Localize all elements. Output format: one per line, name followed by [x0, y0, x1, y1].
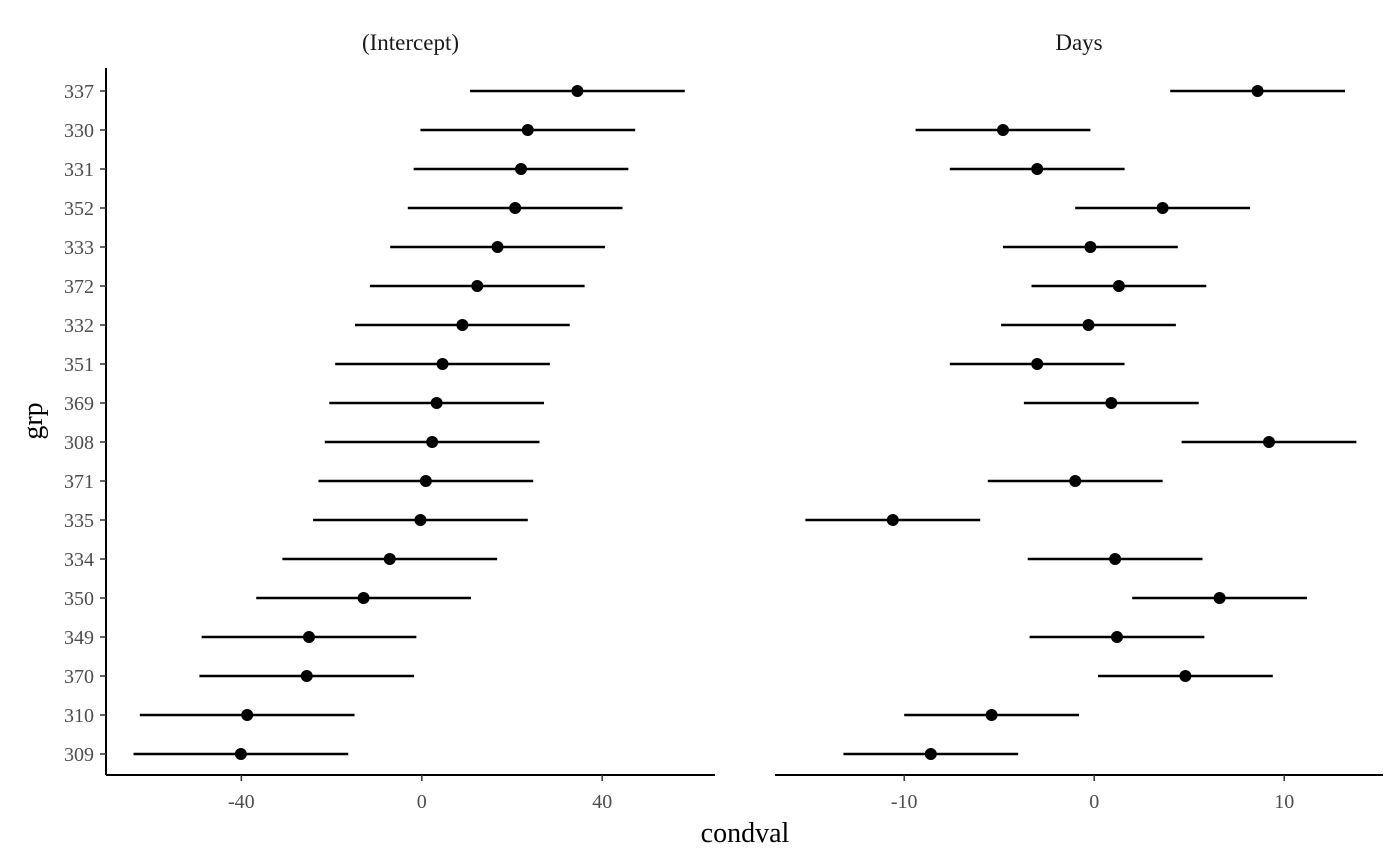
point-310	[241, 709, 254, 721]
point-350	[357, 592, 370, 604]
point-309	[924, 748, 937, 760]
x-tick-label: 0	[417, 791, 427, 813]
y-tick-label: 333	[64, 237, 94, 259]
y-tick-label: 351	[64, 354, 94, 376]
y-tick-label: 331	[64, 159, 94, 181]
y-tick-label: 309	[64, 744, 94, 766]
point-333	[491, 241, 504, 253]
x-axis-title: condval	[701, 818, 790, 849]
point-333	[1084, 241, 1097, 253]
point-332	[1082, 319, 1095, 331]
y-tick-label: 332	[64, 315, 94, 337]
y-tick-label: 369	[64, 393, 94, 415]
facet-title-days: Days	[1055, 30, 1102, 55]
point-351	[436, 358, 449, 370]
point-308	[1263, 436, 1275, 448]
y-tick-label: 349	[64, 627, 94, 649]
point-372	[1112, 280, 1125, 292]
x-tick-label: -40	[228, 791, 255, 813]
point-331	[1031, 163, 1044, 175]
y-tick-label: 308	[64, 432, 94, 454]
point-370	[1179, 670, 1192, 682]
y-tick-label: 335	[64, 510, 94, 532]
point-334	[383, 553, 396, 565]
y-tick-label: 334	[64, 549, 94, 571]
point-335	[886, 514, 899, 526]
x-tick-label: 10	[1274, 791, 1294, 813]
point-309	[234, 748, 247, 760]
point-334	[1109, 553, 1122, 565]
point-337	[1251, 85, 1264, 97]
y-tick-label: 371	[64, 471, 94, 493]
point-352	[1156, 202, 1169, 214]
y-tick-label: 350	[64, 588, 94, 610]
point-370	[300, 670, 313, 682]
point-351	[1031, 358, 1044, 370]
point-337	[571, 85, 584, 97]
point-369	[430, 397, 443, 409]
point-352	[509, 202, 522, 214]
y-axis-title: grp	[18, 402, 49, 439]
point-371	[419, 475, 432, 487]
point-371	[1069, 475, 1082, 487]
point-349	[1111, 631, 1123, 643]
y-tick-label: 310	[64, 705, 94, 727]
y-axis: 337 330 331 352 333 372 332 351 369 308 371 335 334 3…	[64, 68, 107, 775]
point-349	[303, 631, 315, 643]
y-tick-label: 370	[64, 666, 94, 688]
point-331	[515, 163, 528, 175]
point-335	[414, 514, 427, 526]
x-tick-label: -10	[891, 791, 918, 813]
facet-panel-intercept: (Intercept) -40 0 40	[106, 30, 715, 813]
y-tick-label: 337	[64, 81, 94, 103]
facet-panel-days: Days -10 0 10	[775, 30, 1383, 813]
point-330	[521, 124, 534, 136]
point-332	[456, 319, 469, 331]
x-tick-label: 40	[592, 791, 612, 813]
y-tick-label: 330	[64, 120, 94, 142]
point-310	[985, 709, 998, 721]
y-tick-label: 352	[64, 198, 94, 220]
point-308	[426, 436, 439, 448]
point-369	[1105, 397, 1118, 409]
point-330	[997, 124, 1009, 136]
point-350	[1213, 592, 1226, 604]
x-tick-label: 0	[1089, 791, 1099, 813]
y-tick-label: 372	[64, 276, 94, 298]
point-372	[471, 280, 484, 292]
facet-title-intercept: (Intercept)	[362, 30, 459, 55]
